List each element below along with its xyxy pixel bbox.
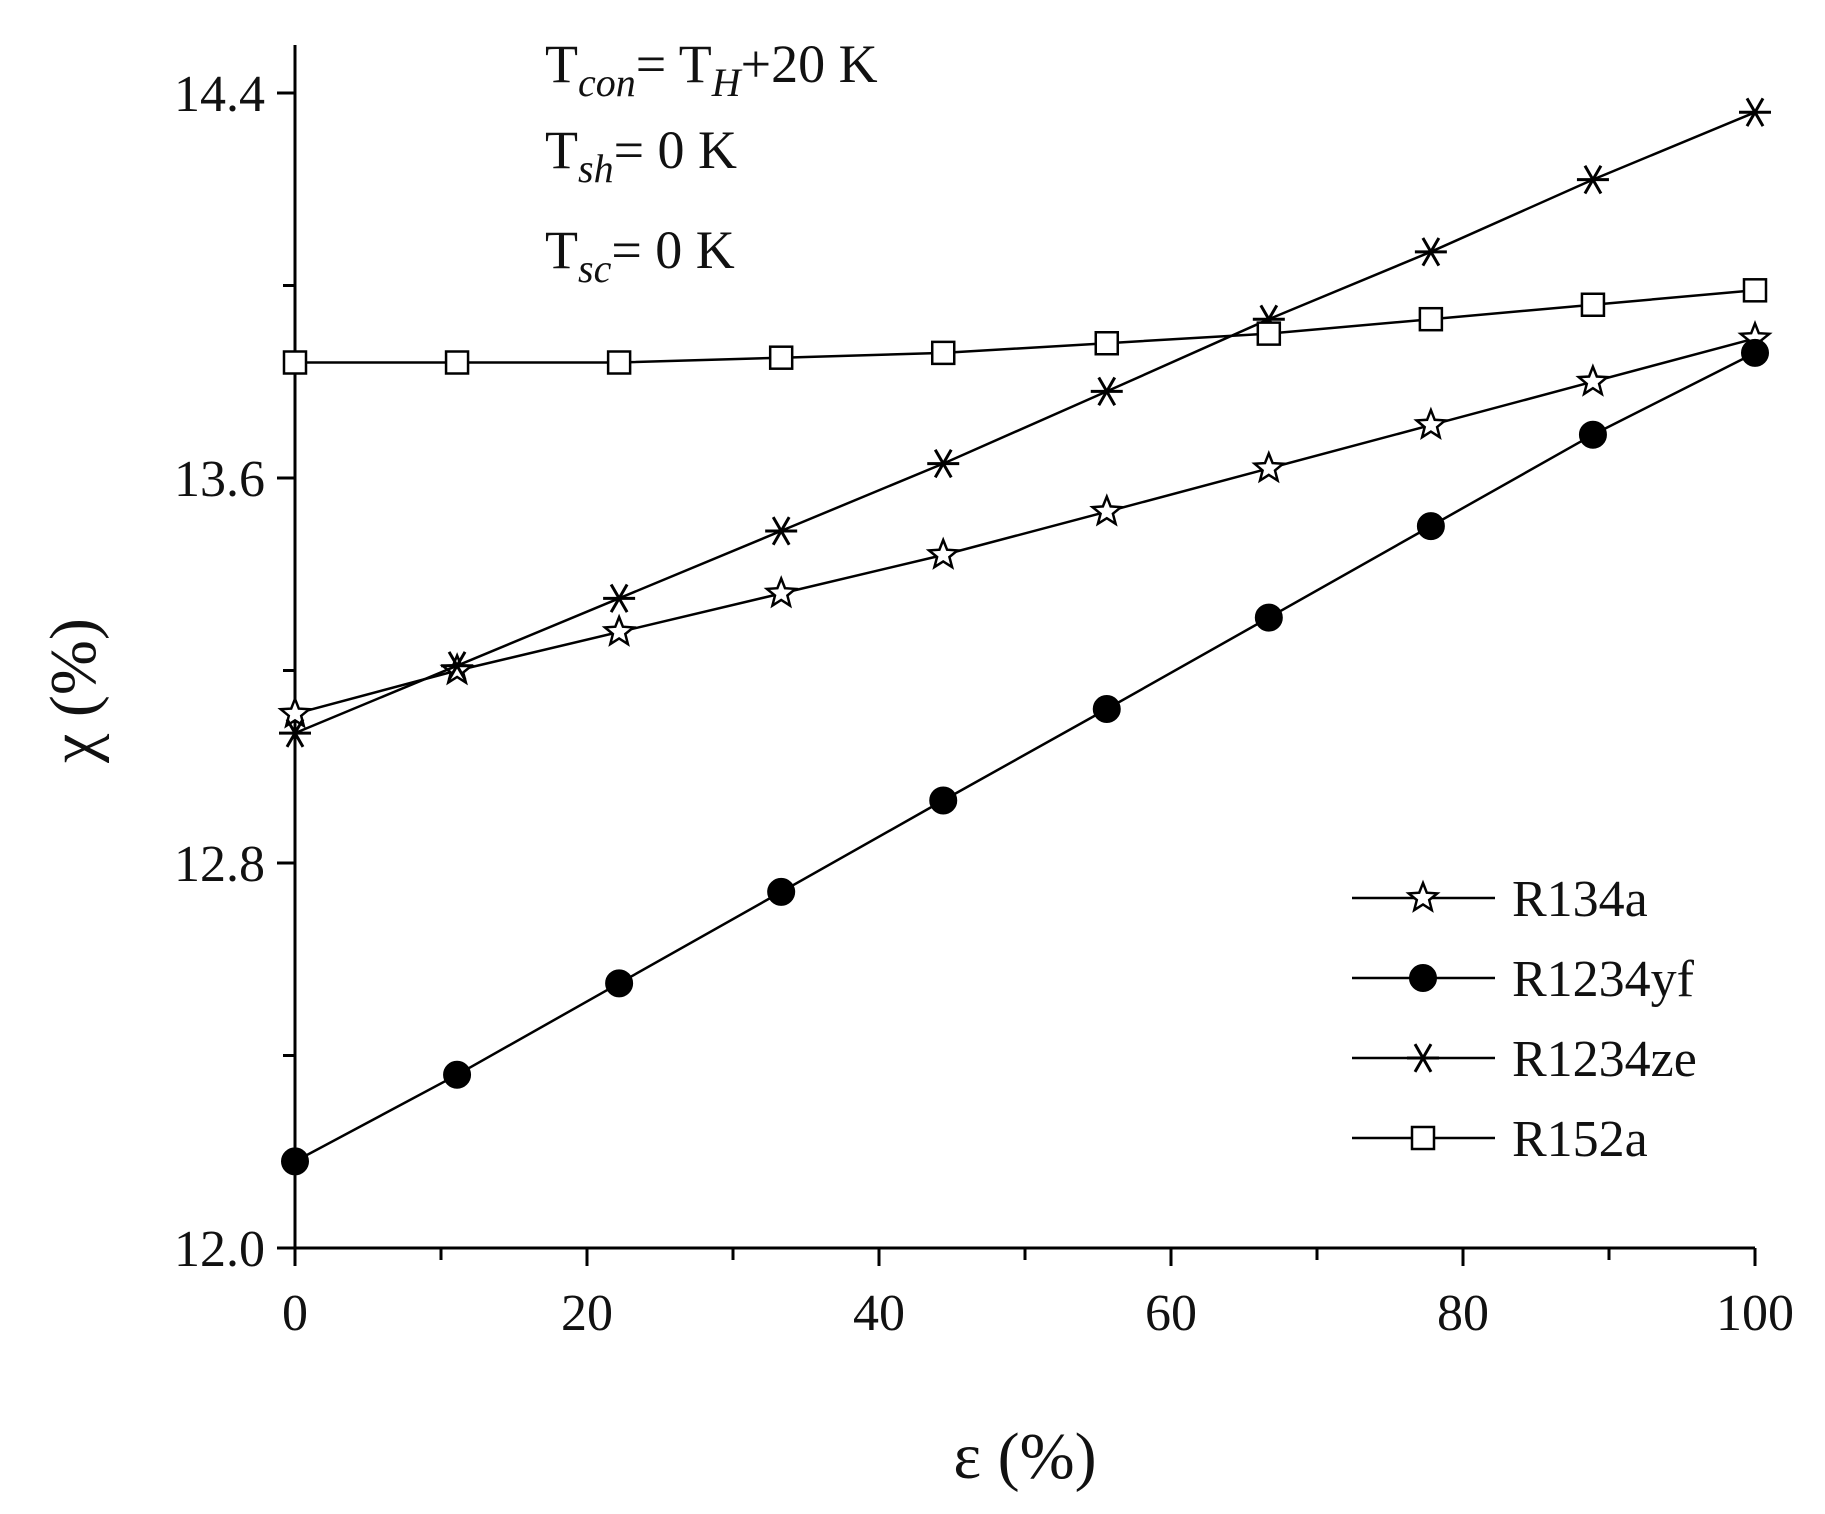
data-point <box>601 613 637 647</box>
data-point <box>1580 292 1606 317</box>
series-r152a <box>282 278 1768 375</box>
data-point <box>441 651 474 681</box>
condition-line: Tsh= 0 K <box>545 120 737 191</box>
condition-part: sc <box>578 246 612 291</box>
data-point <box>277 695 313 729</box>
data-point <box>1414 237 1447 267</box>
y-tick-label: 13.6 <box>174 451 265 508</box>
data-point <box>1256 321 1282 346</box>
condition-part: +20 K <box>741 34 878 94</box>
asterisk-stroke <box>1413 1043 1433 1073</box>
data-point <box>605 969 634 998</box>
asterisk-stroke <box>609 583 629 613</box>
data-point <box>282 350 308 375</box>
data-point <box>606 350 632 375</box>
condition-part: T <box>545 220 578 280</box>
legend: R134a R1234yf R1234ze R152a <box>1352 871 1697 1168</box>
asterisk-stroke <box>1097 376 1117 406</box>
data-point <box>1741 338 1769 367</box>
series-line <box>294 111 1756 735</box>
data-point <box>927 448 960 479</box>
data-point <box>1251 449 1287 484</box>
data-point <box>1416 512 1445 541</box>
x-tick-label: 60 <box>1145 1285 1197 1342</box>
series-r134a <box>277 319 1773 729</box>
data-point <box>1742 278 1768 303</box>
asterisk-stroke <box>771 516 791 546</box>
data-point <box>925 536 961 570</box>
legend-label: R1234yf <box>1512 951 1695 1008</box>
x-tick-label: 100 <box>1716 1285 1794 1342</box>
condition-line: Tsc= 0 K <box>545 220 735 291</box>
condition-part: T <box>545 34 578 94</box>
data-point <box>443 1060 472 1089</box>
asterisk-stroke <box>447 651 467 681</box>
data-point <box>1094 331 1120 356</box>
data-point <box>767 877 796 906</box>
data-point <box>929 786 958 815</box>
data-point <box>765 516 798 546</box>
axes: 0 20 40 60 80 100 12.0 12.8 13.6 14.4 ε (%) χ (%) <box>37 45 1794 1493</box>
data-point <box>930 340 956 366</box>
condition-part: sh <box>578 146 614 191</box>
data-point <box>1578 420 1607 449</box>
data-point <box>1090 376 1123 406</box>
series-line <box>294 351 1756 1163</box>
legend-item: R1234ze <box>1352 1031 1697 1088</box>
x-tick-label: 0 <box>282 1285 308 1342</box>
series-line <box>295 289 1756 364</box>
asterisk-stroke <box>285 718 305 748</box>
x-tick-label: 20 <box>561 1285 613 1342</box>
condition-part: H <box>711 60 743 105</box>
data-point <box>1576 165 1609 195</box>
asterisk-stroke <box>1583 165 1603 195</box>
data-point <box>603 583 636 613</box>
data-point <box>1410 1125 1436 1151</box>
data-point <box>444 350 470 375</box>
data-point <box>1418 306 1444 332</box>
data-point <box>1575 363 1611 397</box>
data-point <box>1092 695 1121 723</box>
x-axis-title: ε (%) <box>953 1420 1096 1493</box>
legend-label: R134a <box>1512 871 1648 928</box>
asterisk-stroke <box>1421 237 1441 267</box>
y-tick-label: 12.0 <box>174 1221 265 1278</box>
plot-area <box>277 97 1773 1176</box>
condition-part: T <box>545 120 578 180</box>
data-point <box>1739 97 1771 127</box>
legend-label: R1234ze <box>1512 1031 1697 1088</box>
data-point <box>763 575 799 609</box>
x-tick-label: 40 <box>853 1285 905 1342</box>
series-r1234yf <box>281 338 1769 1176</box>
asterisk-stroke <box>1745 97 1765 127</box>
y-axis-title: χ (%) <box>37 618 110 764</box>
series-line <box>294 337 1756 716</box>
condition-part: = 0 K <box>611 220 734 280</box>
data-point <box>1405 879 1441 913</box>
asterisk-stroke <box>933 448 953 479</box>
condition-part: = 0 K <box>614 120 737 180</box>
data-point <box>1413 406 1449 440</box>
data-point <box>1254 603 1283 632</box>
condition-part: con <box>578 60 636 105</box>
data-point <box>768 345 794 370</box>
data-point <box>1409 964 1437 992</box>
data-point <box>279 718 311 748</box>
legend-item: R1234yf <box>1352 951 1695 1008</box>
legend-item: R152a <box>1352 1111 1648 1168</box>
legend-item: R134a <box>1352 871 1648 928</box>
condition-line: Tcon= TH+20 K <box>545 34 878 105</box>
data-point <box>1407 1043 1439 1073</box>
data-point <box>281 1147 309 1176</box>
data-point <box>1089 493 1125 527</box>
y-tick-label: 12.8 <box>174 836 265 893</box>
x-tick-label: 80 <box>1437 1285 1489 1342</box>
legend-label: R152a <box>1512 1111 1648 1168</box>
condition-part: = T <box>636 34 712 94</box>
y-tick-label: 14.4 <box>174 66 265 123</box>
series-r1234ze <box>279 97 1771 748</box>
